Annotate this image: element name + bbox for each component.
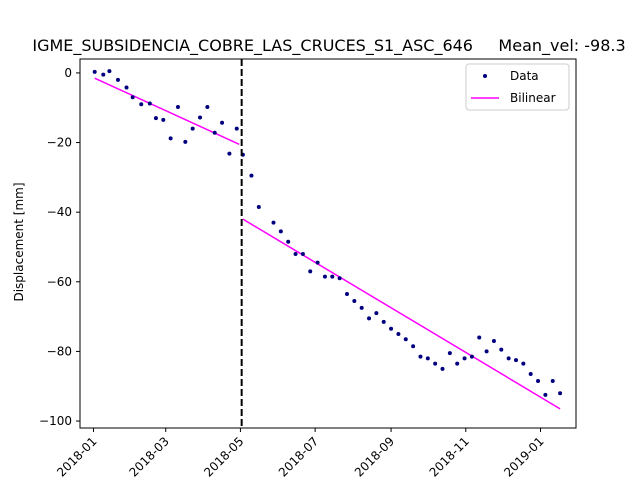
data-point — [484, 349, 489, 354]
data-point — [433, 361, 438, 366]
data-point — [130, 95, 135, 100]
data-point — [286, 239, 291, 244]
data-point — [107, 69, 112, 74]
y-tick-label: −20 — [47, 136, 72, 150]
data-point — [396, 332, 401, 337]
y-axis-label: Displacement [mm] — [12, 182, 26, 301]
data-point — [455, 361, 460, 366]
data-point — [300, 251, 305, 256]
y-tick-label: −40 — [47, 205, 72, 219]
data-point — [389, 326, 394, 331]
data-point — [322, 274, 327, 279]
data-point — [92, 69, 97, 74]
data-point — [425, 356, 430, 361]
data-point — [101, 72, 106, 77]
data-point — [528, 372, 533, 377]
data-point — [469, 354, 474, 359]
data-point — [168, 136, 173, 141]
y-tick-label: 0 — [64, 66, 72, 80]
x-tick-label: 2018-01 — [54, 434, 99, 479]
data-point — [161, 117, 166, 122]
x-tick-label: 2019-01 — [501, 434, 546, 479]
x-tick-label: 2018-11 — [427, 434, 472, 479]
plot-area: 0 −20 −40 −60 −80 −100 2018-01 2018-03 2018-05 20… — [39, 58, 577, 480]
data-point — [418, 354, 423, 359]
data-point — [462, 356, 467, 361]
data-point — [367, 316, 372, 321]
y-tick-label: −60 — [47, 275, 72, 289]
y-tick-label: −80 — [47, 344, 72, 358]
data-point — [227, 151, 232, 156]
data-point — [337, 276, 342, 281]
data-point — [315, 260, 320, 265]
fit-line-segment — [242, 218, 561, 410]
data-point — [447, 351, 452, 356]
data-point — [198, 115, 203, 120]
data-point — [550, 379, 555, 384]
data-point — [411, 344, 416, 349]
chart-title: IGME_SUBSIDENCIA_COBRE_LAS_CRUCES_S1_ASC… — [32, 36, 625, 56]
legend-label: Data — [510, 69, 539, 83]
legend: Data Bilinear — [465, 63, 570, 111]
data-point — [234, 126, 239, 131]
data-point — [293, 251, 298, 256]
data-point — [139, 102, 144, 107]
data-point — [359, 305, 364, 310]
data-point — [499, 347, 504, 352]
data-point — [124, 85, 129, 90]
data-point — [212, 130, 217, 135]
fit-line-segment — [94, 77, 240, 145]
data-point — [278, 229, 283, 234]
data-point — [344, 291, 349, 296]
data-point — [558, 391, 563, 396]
data-point — [183, 139, 188, 144]
data-point — [403, 337, 408, 342]
data-point — [491, 338, 496, 343]
x-tick-label: 2018-03 — [126, 434, 171, 479]
x-tick-label: 2018-09 — [352, 434, 397, 479]
data-point — [271, 220, 276, 225]
data-point — [153, 116, 158, 121]
data-point — [256, 204, 261, 209]
data-point — [381, 319, 386, 324]
data-point — [513, 358, 518, 363]
data-point — [521, 361, 526, 366]
data-point — [147, 101, 152, 106]
legend-marker — [483, 74, 487, 78]
data-point — [506, 356, 511, 361]
data-point — [352, 298, 357, 303]
data-point — [543, 392, 548, 397]
data-point — [175, 105, 180, 110]
legend-label: Bilinear — [510, 91, 556, 105]
data-point — [115, 77, 120, 82]
x-tick-label: 2018-07 — [276, 434, 321, 479]
x-tick-label: 2018-05 — [201, 434, 246, 479]
data-point — [477, 335, 482, 340]
plot-frame — [79, 58, 577, 429]
data-point — [536, 379, 541, 384]
data-point — [374, 311, 379, 316]
data-point — [220, 120, 225, 125]
data-point — [330, 274, 335, 279]
data-point — [249, 173, 254, 178]
data-point — [190, 126, 195, 131]
y-tick-label: −100 — [39, 414, 72, 428]
data-point — [308, 269, 313, 274]
data-point — [205, 105, 210, 110]
data-point — [440, 366, 445, 371]
